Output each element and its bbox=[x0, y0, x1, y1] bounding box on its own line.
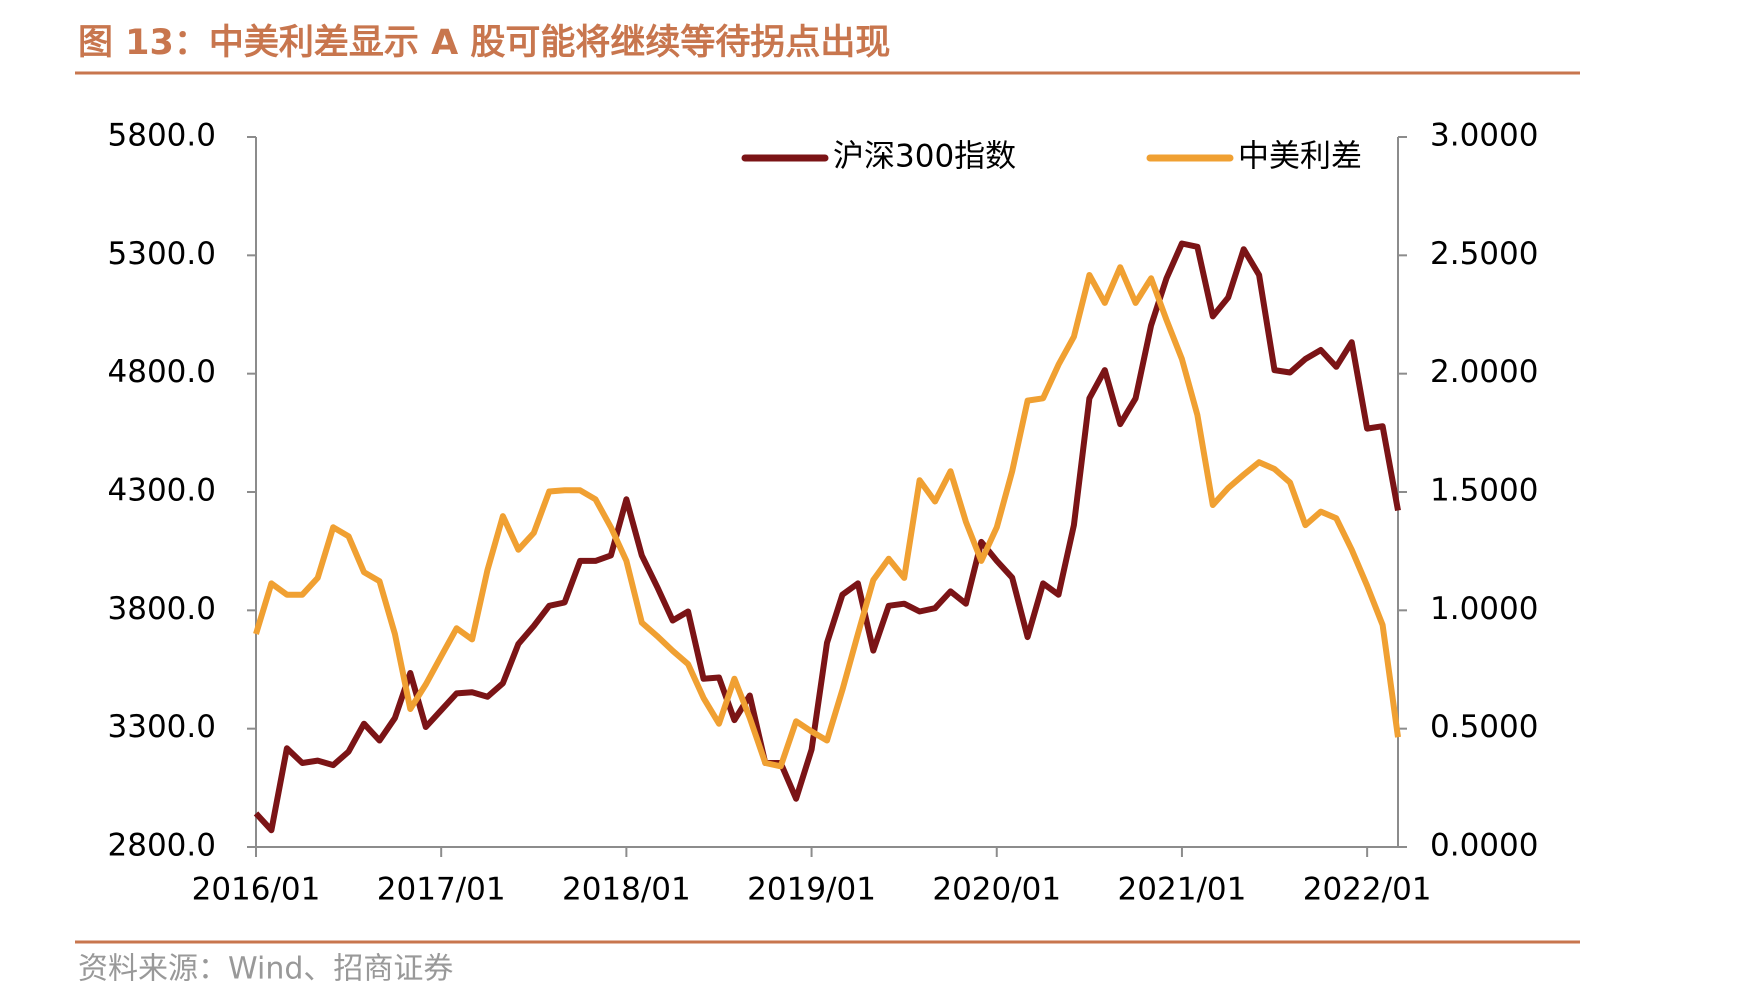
legend-label: 中美利差 bbox=[1238, 139, 1362, 175]
y-tick-label: 5300.0 bbox=[108, 236, 216, 272]
series-line bbox=[253, 264, 1401, 770]
y2-tick-label: 3.0000 bbox=[1430, 118, 1538, 154]
y2-tick-label: 0.0000 bbox=[1430, 828, 1538, 864]
y-tick-label: 3300.0 bbox=[108, 709, 216, 745]
y-tick-label: 4800.0 bbox=[108, 354, 216, 390]
x-tick-label: 2019/01 bbox=[747, 872, 876, 908]
x-tick-label: 2021/01 bbox=[1118, 872, 1247, 908]
x-tick-label: 2022/01 bbox=[1303, 872, 1432, 908]
x-tick-label: 2017/01 bbox=[377, 872, 506, 908]
y-tick-label: 3800.0 bbox=[108, 591, 216, 627]
y-tick-label: 5800.0 bbox=[108, 118, 216, 154]
y-tick-label: 2800.0 bbox=[108, 828, 216, 864]
y2-tick-label: 1.5000 bbox=[1430, 473, 1538, 509]
x-tick-label: 2016/01 bbox=[192, 872, 321, 908]
y2-tick-label: 0.5000 bbox=[1430, 709, 1538, 745]
chart-title: 图 13：中美利差显示 A 股可能将继续等待拐点出现 bbox=[78, 23, 890, 63]
y2-tick-label: 2.5000 bbox=[1430, 236, 1538, 272]
series-line bbox=[253, 240, 1401, 834]
legend-label: 沪深300指数 bbox=[833, 139, 1016, 175]
x-tick-label: 2020/01 bbox=[932, 872, 1061, 908]
y2-tick-label: 2.0000 bbox=[1430, 354, 1538, 390]
y2-tick-label: 1.0000 bbox=[1430, 591, 1538, 627]
source: 资料来源：Wind、招商证券 bbox=[78, 952, 453, 987]
y-tick-label: 4300.0 bbox=[108, 473, 216, 509]
x-tick-label: 2018/01 bbox=[562, 872, 691, 908]
